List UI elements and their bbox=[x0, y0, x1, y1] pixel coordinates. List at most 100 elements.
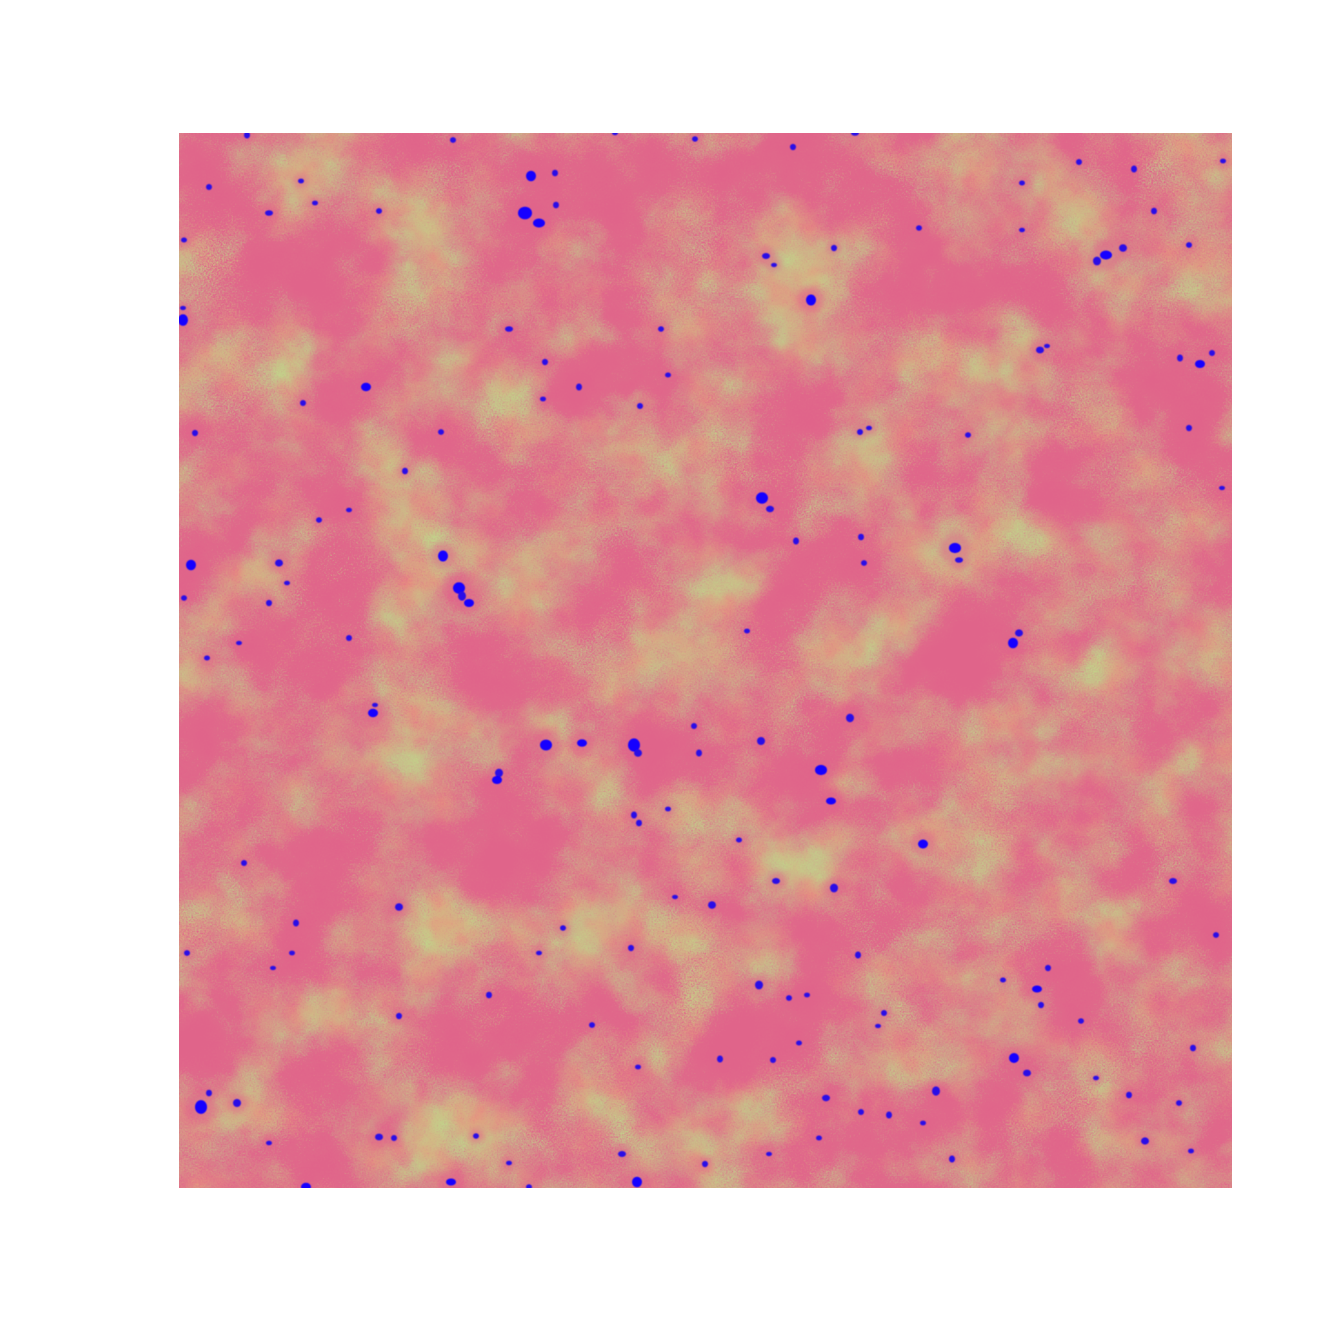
dense-knot bbox=[857, 429, 863, 435]
dense-knot bbox=[1019, 180, 1025, 186]
dense-knot bbox=[637, 403, 643, 409]
dense-knot bbox=[631, 811, 637, 819]
dense-knot bbox=[932, 1086, 940, 1096]
dense-knot bbox=[949, 1155, 955, 1163]
dense-knot bbox=[179, 314, 188, 326]
dense-knot bbox=[576, 383, 582, 391]
dense-knot bbox=[1032, 985, 1042, 993]
dense-knot bbox=[1076, 159, 1082, 165]
dense-knot bbox=[301, 1182, 311, 1188]
dense-knot bbox=[526, 170, 536, 182]
dense-knot bbox=[1186, 424, 1192, 432]
dense-knot bbox=[284, 580, 290, 586]
dense-knot bbox=[920, 1120, 926, 1126]
dense-knot bbox=[1195, 360, 1205, 368]
dense-knot bbox=[316, 517, 322, 523]
dense-knot bbox=[1177, 354, 1183, 362]
dense-knot bbox=[1038, 1001, 1044, 1009]
dense-knot bbox=[1045, 964, 1051, 972]
dense-knot bbox=[473, 1133, 479, 1139]
dense-knot bbox=[1219, 485, 1225, 491]
dense-knot bbox=[635, 1064, 641, 1070]
dense-knot bbox=[772, 878, 780, 884]
dense-knot bbox=[965, 432, 971, 438]
dense-knot bbox=[186, 559, 196, 571]
dense-knot bbox=[312, 200, 318, 206]
dense-knot bbox=[506, 1160, 512, 1166]
dense-knot bbox=[486, 991, 492, 999]
dense-knot bbox=[1188, 1148, 1194, 1154]
dense-knot bbox=[916, 225, 922, 231]
dense-knot bbox=[450, 137, 456, 143]
dense-knot bbox=[628, 738, 640, 752]
dense-knot bbox=[553, 201, 559, 209]
density-field-background bbox=[179, 133, 1232, 1188]
dense-knot bbox=[1186, 242, 1192, 248]
dense-knot bbox=[346, 635, 352, 641]
dense-knot bbox=[438, 550, 448, 562]
dense-knot bbox=[918, 839, 928, 849]
dense-knot bbox=[762, 253, 770, 259]
dense-knot bbox=[770, 1057, 776, 1063]
dense-knot bbox=[806, 294, 816, 306]
dense-knot bbox=[755, 980, 763, 990]
dense-knot bbox=[815, 764, 827, 776]
dense-knot bbox=[826, 797, 836, 805]
dense-knot bbox=[1044, 343, 1050, 349]
dense-knot bbox=[756, 492, 768, 504]
dense-knot bbox=[1093, 1075, 1099, 1081]
dense-knot bbox=[691, 723, 697, 729]
dense-knot bbox=[236, 640, 242, 646]
dense-knot bbox=[766, 505, 774, 513]
dense-knot bbox=[204, 655, 210, 661]
dense-knot bbox=[526, 1184, 532, 1188]
density-halo bbox=[607, 133, 623, 141]
dense-knot bbox=[766, 1151, 772, 1157]
dense-knot bbox=[717, 1055, 723, 1063]
density-halo bbox=[521, 1179, 537, 1188]
dense-knot bbox=[391, 1135, 397, 1141]
dense-knot bbox=[858, 533, 864, 541]
dense-knot bbox=[300, 400, 306, 406]
dense-knot bbox=[1019, 227, 1025, 233]
dense-knot bbox=[346, 507, 352, 513]
dense-knot bbox=[955, 557, 963, 563]
dense-knot bbox=[453, 582, 465, 594]
dense-knot bbox=[533, 218, 545, 228]
dense-knot bbox=[293, 919, 299, 927]
dense-knot bbox=[771, 262, 777, 268]
dense-knot bbox=[361, 382, 371, 392]
dense-knot bbox=[804, 992, 810, 998]
dense-knot bbox=[1151, 207, 1157, 215]
dense-knot bbox=[181, 595, 187, 601]
dense-knot bbox=[458, 591, 466, 601]
dense-knot bbox=[1119, 244, 1127, 252]
dense-knot bbox=[692, 136, 698, 142]
dense-knot bbox=[372, 702, 378, 708]
dense-knot bbox=[665, 806, 671, 812]
dense-knot bbox=[275, 559, 283, 567]
dense-knot bbox=[395, 903, 403, 911]
dense-knot bbox=[866, 425, 872, 431]
dense-knot bbox=[1220, 158, 1226, 164]
dense-knot bbox=[822, 1094, 830, 1102]
dense-knot bbox=[796, 1040, 802, 1046]
dense-knot bbox=[552, 169, 558, 177]
dense-knot bbox=[846, 713, 854, 723]
dense-knot bbox=[672, 894, 678, 900]
dense-knot bbox=[375, 1133, 383, 1141]
dense-knot bbox=[1209, 350, 1215, 356]
density-halo bbox=[293, 1174, 319, 1188]
dense-knot bbox=[518, 206, 532, 220]
dense-knot bbox=[265, 210, 273, 216]
dense-knot bbox=[744, 628, 750, 634]
dense-knot bbox=[875, 1023, 881, 1029]
dense-knot bbox=[881, 1010, 887, 1016]
dense-knot bbox=[241, 860, 247, 866]
dense-knot bbox=[786, 995, 792, 1001]
dense-knot bbox=[658, 326, 664, 332]
dense-knot bbox=[1176, 1100, 1182, 1106]
dense-knot bbox=[402, 467, 408, 475]
dense-knot bbox=[1015, 629, 1023, 637]
dense-knot bbox=[289, 950, 295, 956]
